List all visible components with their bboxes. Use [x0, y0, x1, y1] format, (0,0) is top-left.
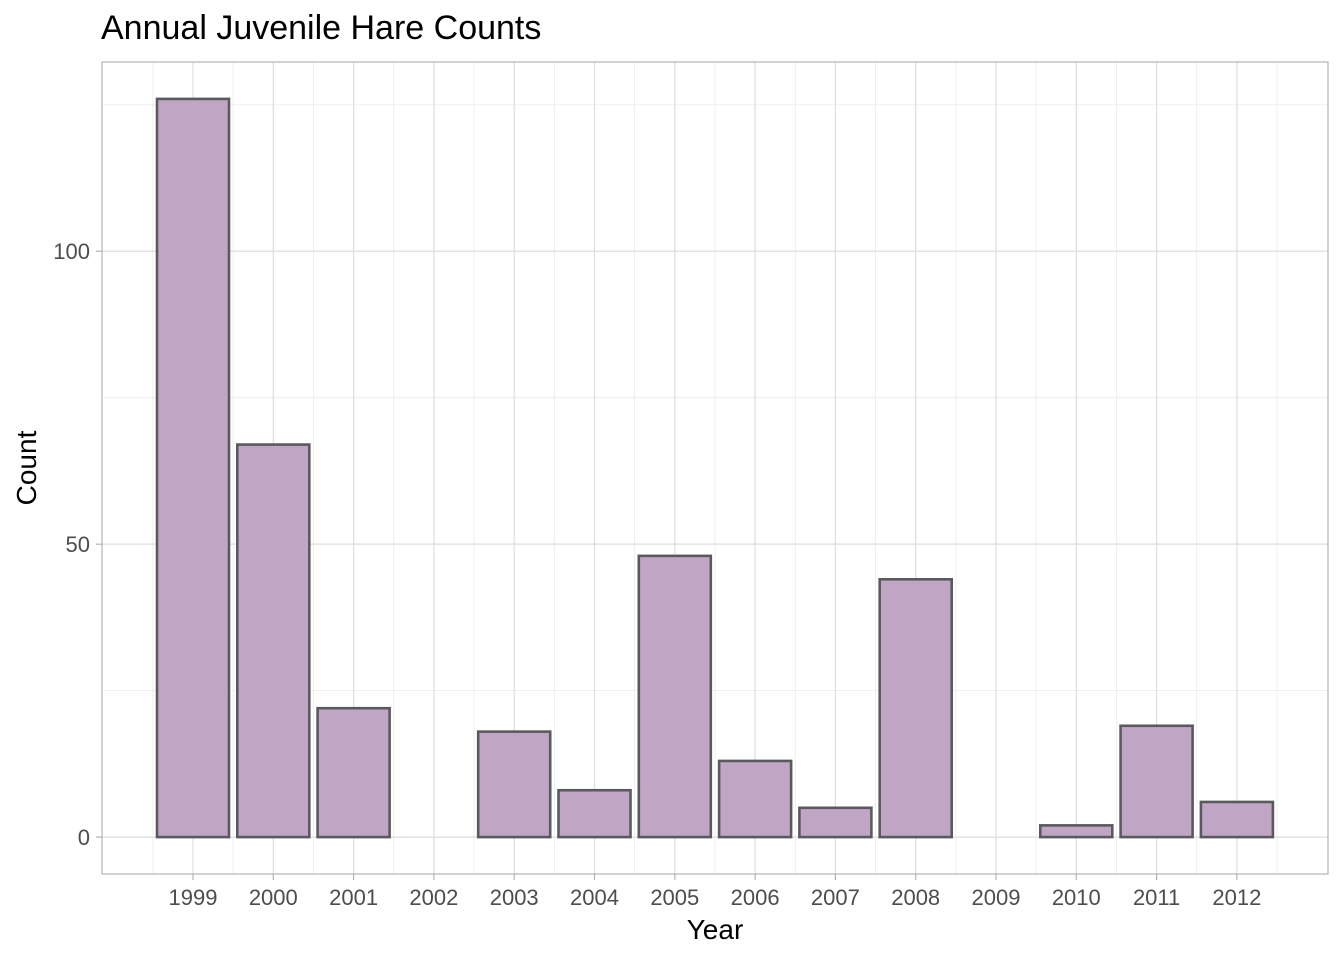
bar-2011	[1119, 724, 1194, 839]
x-tick-label: 2008	[891, 885, 940, 910]
x-tick-label: 1999	[169, 885, 218, 910]
x-tick-label: 2012	[1212, 885, 1261, 910]
x-axis-title: Year	[687, 914, 744, 945]
bar-2001	[316, 706, 391, 839]
x-tick-label: 2005	[650, 885, 699, 910]
y-axis: 0 50 100	[53, 239, 102, 850]
chart-title: Annual Juvenile Hare Counts	[101, 9, 541, 47]
x-tick-label: 2003	[490, 885, 539, 910]
bar-2006	[717, 759, 793, 839]
x-tick-label: 2001	[329, 885, 378, 910]
bars	[155, 97, 1275, 839]
bar-2008	[878, 578, 954, 839]
x-tick-label: 2011	[1133, 885, 1180, 910]
bar-2012	[1199, 800, 1275, 839]
x-tick-label: 2007	[811, 885, 860, 910]
plot-panel	[101, 61, 1329, 875]
x-axis: 1999 2000 2001 2002 2003 2004 2005 2006 2007 2008…	[169, 874, 1261, 910]
x-tick-label: 2004	[570, 885, 619, 910]
x-tick-label: 2010	[1052, 885, 1101, 910]
y-tick-label: 100	[53, 239, 90, 264]
x-tick-label: 2002	[409, 885, 458, 910]
x-tick-label: 2006	[731, 885, 780, 910]
y-axis-title: Count	[11, 430, 42, 505]
bar-2005	[637, 554, 713, 839]
x-tick-label: 2009	[972, 885, 1021, 910]
y-tick-label: 50	[66, 532, 90, 557]
bar-2000	[236, 443, 311, 839]
bar-2010	[1039, 824, 1114, 839]
bar-2007	[798, 806, 873, 839]
bar-2004	[557, 788, 632, 839]
bar-1999	[155, 97, 231, 839]
bar-2003	[476, 730, 552, 839]
x-tick-label: 2000	[249, 885, 298, 910]
y-tick-label: 0	[78, 825, 90, 850]
